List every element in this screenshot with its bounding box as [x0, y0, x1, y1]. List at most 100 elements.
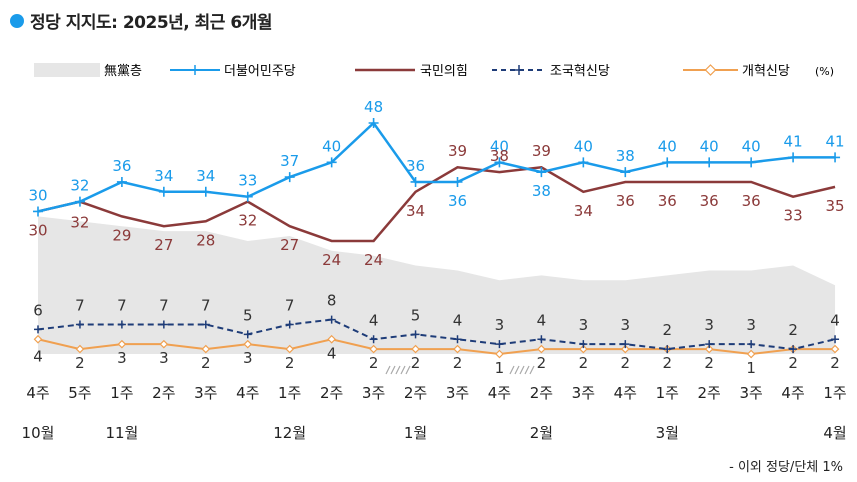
data-label-rebuilding: 3 — [746, 316, 756, 334]
data-label-democratic: 33 — [238, 172, 257, 190]
data-point-rebuilding — [705, 340, 714, 349]
data-label-democratic: 30 — [28, 186, 47, 204]
data-point-democratic — [452, 176, 463, 187]
data-point-rebuilding — [789, 345, 798, 354]
data-label-democratic: 34 — [154, 167, 173, 185]
month-label: 3월 — [656, 424, 679, 442]
data-point-rebuilding — [243, 330, 252, 339]
title-row: 정당 지지도: 2025년, 최근 6개월 — [10, 8, 272, 33]
data-label-reform: 2 — [579, 354, 589, 372]
data-label-reform: 1 — [746, 359, 756, 377]
legend-marker-reform — [704, 64, 717, 76]
data-label-ppp: 34 — [406, 202, 425, 220]
x-tick-label: 4주 — [614, 384, 637, 402]
data-label-rebuilding: 5 — [411, 306, 421, 324]
data-point-reform — [620, 344, 630, 354]
data-point-democratic — [746, 157, 757, 168]
data-point-rebuilding — [663, 345, 672, 354]
data-label-democratic: 38 — [532, 182, 551, 200]
data-label-reform: 4 — [327, 344, 337, 362]
data-point-reform — [117, 339, 127, 349]
data-point-rebuilding — [495, 340, 504, 349]
month-label: 12월 — [273, 424, 306, 442]
data-point-reform — [411, 344, 420, 354]
data-label-reform: 2 — [201, 354, 211, 372]
data-label-rebuilding: 4 — [830, 311, 840, 329]
data-label-democratic: 40 — [322, 137, 341, 155]
data-label-rebuilding: 3 — [495, 316, 505, 334]
data-label-reform: 2 — [453, 354, 463, 372]
data-label-rebuilding: 8 — [327, 292, 337, 310]
data-point-rebuilding — [369, 335, 378, 344]
data-label-democratic: 36 — [448, 192, 467, 210]
month-label: 11월 — [105, 424, 138, 442]
data-point-rebuilding — [34, 325, 42, 334]
data-point-reform — [243, 339, 253, 349]
x-tick-label: 2주 — [320, 384, 343, 402]
data-point-rebuilding — [831, 335, 840, 344]
legend-label-undecided: 無黨층 — [104, 64, 142, 79]
data-point-democratic — [662, 157, 673, 168]
month-label: 4월 — [823, 424, 846, 442]
data-label-ppp: 38 — [490, 147, 509, 165]
x-tick-label: 1주 — [656, 384, 679, 402]
data-label-ppp: 39 — [532, 142, 551, 160]
data-label-ppp: 30 — [28, 221, 47, 239]
data-point-democratic — [158, 186, 169, 197]
data-label-reform: 4 — [33, 347, 43, 365]
data-label-rebuilding: 4 — [369, 311, 379, 329]
data-point-rebuilding — [747, 340, 756, 349]
legend-marker-democratic — [190, 65, 200, 75]
data-point-reform — [159, 339, 169, 349]
data-label-rebuilding: 5 — [243, 306, 253, 324]
data-label-ppp: 34 — [574, 202, 593, 220]
data-label-ppp: 24 — [322, 251, 341, 269]
data-label-ppp: 33 — [784, 207, 803, 225]
data-point-rebuilding — [285, 320, 294, 329]
series-line-rebuilding — [37, 318, 836, 351]
data-label-rebuilding: 3 — [621, 316, 631, 334]
data-label-reform: 2 — [75, 354, 85, 372]
x-tick-label: 4주 — [488, 384, 511, 402]
data-point-rebuilding — [621, 340, 630, 349]
data-label-rebuilding: 7 — [159, 297, 169, 315]
data-point-rebuilding — [117, 320, 126, 329]
legend-label-ppp: 국민의힘 — [420, 64, 468, 79]
x-tick-label: 2주 — [404, 384, 427, 402]
data-point-democratic — [33, 206, 43, 217]
data-point-reform — [327, 334, 336, 344]
data-label-rebuilding: 7 — [75, 297, 85, 315]
data-point-rebuilding — [453, 335, 462, 344]
data-label-democratic: 40 — [574, 137, 593, 155]
data-label-ppp: 32 — [70, 214, 89, 232]
data-point-democratic — [578, 157, 589, 168]
data-label-democratic: 40 — [742, 137, 761, 155]
data-label-rebuilding: 7 — [117, 297, 127, 315]
x-tick-label: 2주 — [152, 384, 175, 402]
series-line-reform — [37, 338, 836, 356]
legend-marker-rebuilding — [514, 65, 524, 75]
data-label-rebuilding: 3 — [704, 316, 714, 334]
footnote: - 이외 정당/단체 1% — [729, 460, 843, 475]
data-label-reform: 3 — [117, 349, 127, 367]
data-label-rebuilding: 7 — [285, 297, 295, 315]
data-label-ppp: 24 — [364, 251, 383, 269]
data-label-ppp: 36 — [700, 192, 719, 210]
data-point-democratic — [200, 186, 211, 197]
legend-unit: (%) — [815, 65, 834, 78]
data-label-rebuilding: 2 — [788, 321, 798, 339]
data-label-reform: 2 — [411, 354, 421, 372]
data-point-democratic — [830, 152, 841, 163]
data-label-reform: 2 — [704, 354, 714, 372]
legend-swatch-undecided — [34, 63, 100, 77]
data-label-ppp: 36 — [658, 192, 677, 210]
data-point-reform — [201, 344, 211, 354]
data-point-reform — [495, 349, 504, 359]
data-point-reform — [579, 344, 588, 354]
data-point-rebuilding — [201, 320, 210, 329]
data-label-democratic: 41 — [826, 132, 845, 150]
x-tick-label: 3주 — [362, 384, 385, 402]
series-line-democratic — [37, 121, 836, 213]
data-point-reform — [453, 344, 462, 354]
data-label-democratic: 40 — [490, 137, 509, 155]
